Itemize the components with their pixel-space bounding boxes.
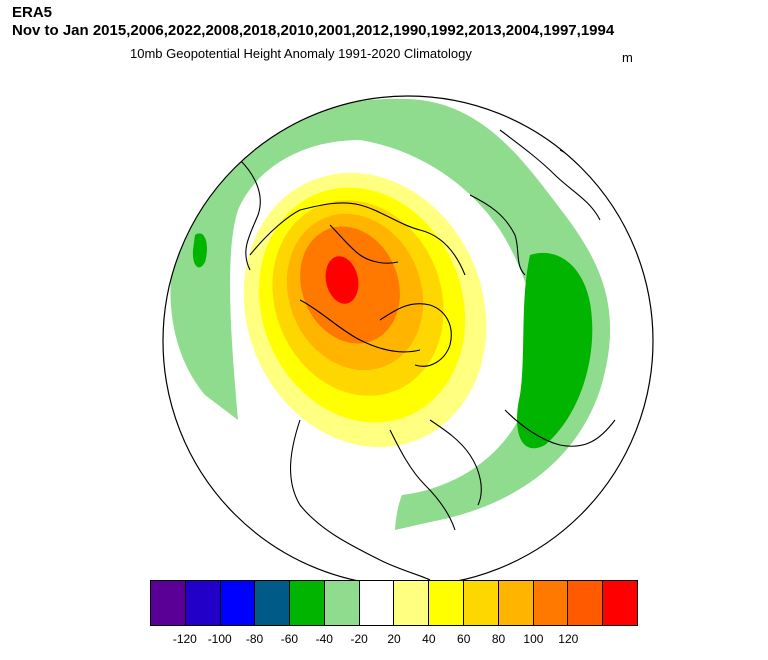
colorbar-label: -20	[350, 632, 368, 646]
colorbar-box	[464, 581, 499, 625]
colorbar-label: 20	[387, 632, 401, 646]
figure-title: ERA5	[12, 4, 53, 21]
units-label: m	[622, 50, 633, 65]
colorbar-box	[603, 581, 637, 625]
colorbar-box	[533, 581, 569, 625]
colorbar-box	[498, 581, 534, 625]
colorbar-box	[185, 581, 221, 625]
colorbar-label: 100	[523, 632, 544, 646]
colorbar-label: 120	[558, 632, 579, 646]
colorbar-box	[290, 581, 325, 625]
colorbar-box	[429, 581, 465, 625]
colorbar-box	[324, 581, 360, 625]
colorbar-box	[359, 581, 395, 625]
figure-subtitle: 10mb Geopotential Height Anomaly 1991-20…	[130, 46, 472, 61]
colorbar	[150, 580, 638, 626]
colorbar-label: -60	[280, 632, 299, 646]
colorbar-label: 60	[457, 632, 471, 646]
colorbar-box	[220, 581, 256, 625]
colorbar-box	[151, 581, 186, 625]
positive-anomaly-max	[325, 256, 359, 304]
colorbar-labels: -120 -100 -80 -60 -40 -20 20 40 60 80 100 120	[0, 632, 768, 648]
negative-anomaly-band	[170, 98, 611, 530]
pacific-negative-core	[192, 233, 207, 268]
colorbar-label: 80	[491, 632, 506, 646]
colorbar-box	[255, 581, 291, 625]
colorbar-label: 40	[422, 632, 436, 646]
colorbar-label: -120	[172, 632, 197, 646]
colorbar-label: -40	[315, 632, 333, 646]
eurasia-negative-core	[517, 252, 593, 449]
colorbar-box	[568, 581, 604, 625]
figure-years: Nov to Jan 2015,2006,2022,2008,2018,2010…	[12, 22, 615, 39]
colorbar-label: -80	[245, 632, 264, 646]
colorbar-box	[394, 581, 430, 625]
colorbar-label: -100	[207, 632, 232, 646]
